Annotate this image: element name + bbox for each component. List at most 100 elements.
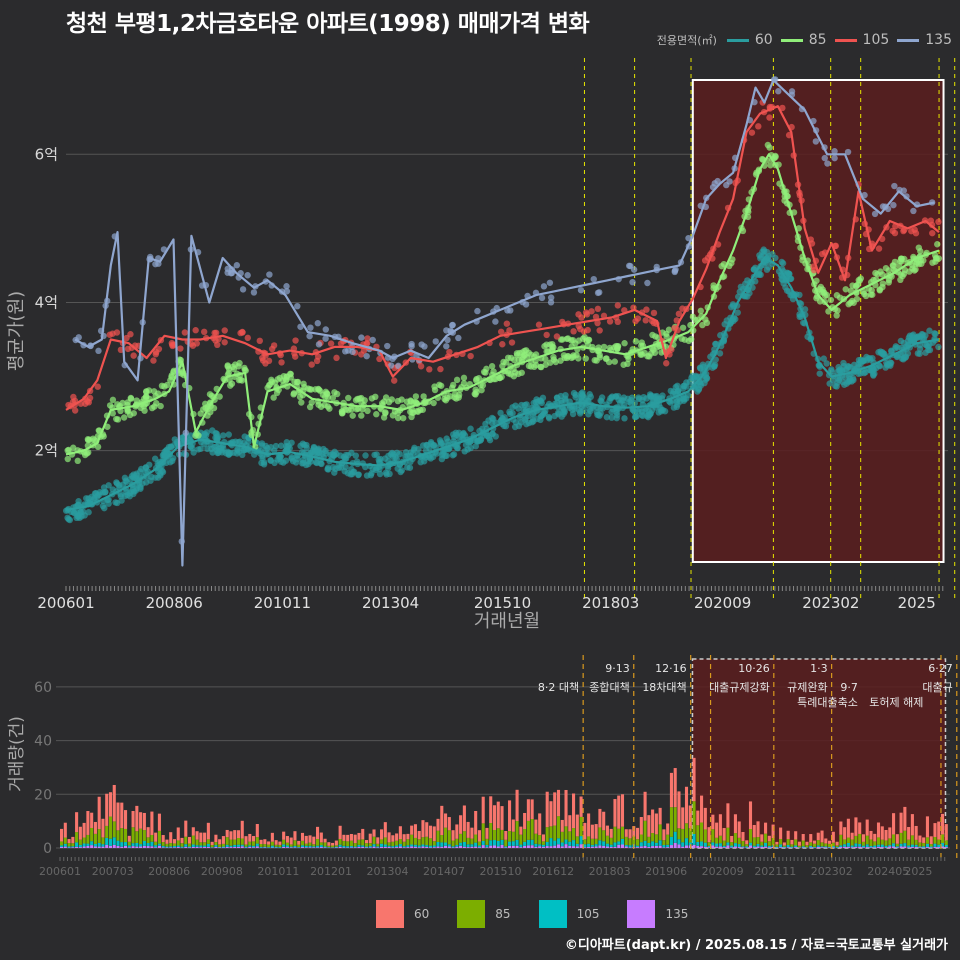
volume-bar-105 — [662, 845, 666, 848]
volume-bar-60 — [485, 827, 489, 839]
price-point-85 — [665, 326, 673, 333]
volume-bar-85 — [447, 830, 451, 845]
volume-bar-85 — [206, 839, 210, 844]
volume-bar-135 — [538, 846, 542, 848]
volume-bar-135 — [692, 844, 696, 848]
volume-bar-60 — [733, 814, 737, 834]
volume-bar-135 — [293, 847, 297, 848]
volume-bar-60 — [748, 801, 753, 830]
policy-annotation: 9·7 — [840, 681, 858, 694]
volume-bar-85 — [259, 843, 263, 847]
volume-bar-135 — [684, 845, 689, 848]
volume-bar-135 — [760, 846, 764, 848]
price-point-60 — [310, 443, 318, 451]
volume-bar-105 — [206, 843, 210, 847]
price-point-105 — [150, 357, 157, 364]
volume-bar-85 — [417, 839, 421, 846]
price-point-85 — [329, 394, 337, 402]
volume-bar-60 — [782, 842, 786, 846]
volume-bar-60 — [368, 833, 372, 844]
volume-bar-105 — [624, 845, 628, 847]
volume-bar-85 — [470, 838, 474, 845]
volume-bar-105 — [782, 846, 786, 848]
price-point-85 — [238, 377, 246, 384]
volume-bar-60 — [244, 836, 248, 845]
volume-bar-85 — [319, 842, 323, 846]
price-point-60 — [787, 292, 794, 299]
volume-bar-85 — [944, 840, 948, 845]
volume-bar-85 — [526, 820, 530, 840]
price-point-60 — [451, 433, 458, 441]
volume-bar-60 — [809, 834, 813, 843]
volume-bar-105 — [530, 839, 534, 846]
volume-bar-135 — [933, 846, 937, 848]
volume-bar-85 — [421, 837, 425, 845]
price-point-85 — [510, 356, 518, 364]
price-point-85 — [120, 414, 128, 421]
volume-bar-105 — [654, 842, 658, 846]
price-point-135 — [910, 207, 917, 215]
price-point-85 — [161, 383, 168, 390]
volume-legend-label-135: 135 — [665, 907, 689, 921]
volume-bar-135 — [643, 845, 647, 848]
volume-bar-135 — [658, 845, 662, 848]
volume-bar-105 — [255, 843, 259, 847]
volume-bar-105 — [97, 842, 101, 847]
volume-legend-swatch-105 — [538, 900, 567, 928]
volume-bar-85 — [334, 845, 338, 847]
legend-label-85: 85 — [808, 32, 827, 48]
price-point-85 — [600, 343, 608, 351]
volume-x-tick-label: 202009 — [702, 865, 744, 878]
volume-bar-105 — [496, 840, 500, 847]
volume-bar-85 — [361, 839, 365, 846]
price-point-85 — [113, 415, 120, 423]
volume-bar-105 — [436, 842, 440, 847]
price-point-85 — [488, 363, 496, 370]
volume-bar-60 — [688, 805, 692, 829]
volume-bar-105 — [86, 843, 90, 847]
price-point-60 — [178, 434, 186, 441]
price-point-60 — [381, 455, 389, 462]
price-point-85 — [304, 385, 312, 392]
volume-bar-135 — [666, 847, 670, 848]
volume-bar-60 — [933, 823, 937, 837]
volume-bar-105 — [748, 842, 753, 846]
volume-bar-105 — [737, 844, 741, 848]
price-point-105 — [508, 339, 516, 346]
volume-bar-105 — [421, 844, 425, 847]
volume-bar-85 — [161, 842, 165, 846]
area-legend: 전용면적(㎡) 60 85 105 135 — [657, 32, 952, 48]
volume-bar-60 — [82, 822, 86, 838]
volume-bar-60 — [846, 818, 850, 838]
volume-bar-60 — [492, 805, 497, 830]
volume-bar-60 — [711, 814, 715, 830]
volume-bar-85 — [71, 843, 75, 847]
volume-bar-105 — [858, 844, 862, 847]
volume-bar-105 — [741, 846, 745, 848]
volume-bar-105 — [440, 842, 444, 847]
volume-bar-105 — [323, 846, 327, 848]
volume-bar-105 — [180, 846, 184, 848]
volume-bar-60 — [240, 820, 244, 839]
volume-bar-85 — [850, 839, 854, 846]
volume-bar-60 — [839, 821, 843, 835]
volume-bar-135 — [229, 847, 233, 848]
volume-bar-135 — [846, 846, 850, 848]
volume-bar-135 — [654, 845, 658, 848]
price-point-105 — [109, 330, 116, 337]
price-point-85 — [890, 262, 897, 269]
volume-bar-85 — [549, 826, 553, 839]
volume-y-axis-title: 거래량(건) — [7, 716, 27, 792]
volume-bar-85 — [865, 835, 869, 845]
price-line-105 — [65, 105, 940, 411]
price-point-135 — [821, 154, 828, 162]
price-point-85 — [624, 360, 631, 368]
volume-bar-60 — [436, 818, 440, 831]
volume-bar-105 — [124, 842, 128, 846]
price-point-60 — [96, 489, 104, 496]
volume-bar-135 — [120, 846, 124, 848]
price-point-105 — [181, 329, 189, 336]
volume-bar-85 — [225, 837, 229, 845]
volume-bar-85 — [391, 841, 395, 847]
price-point-85 — [86, 436, 93, 443]
